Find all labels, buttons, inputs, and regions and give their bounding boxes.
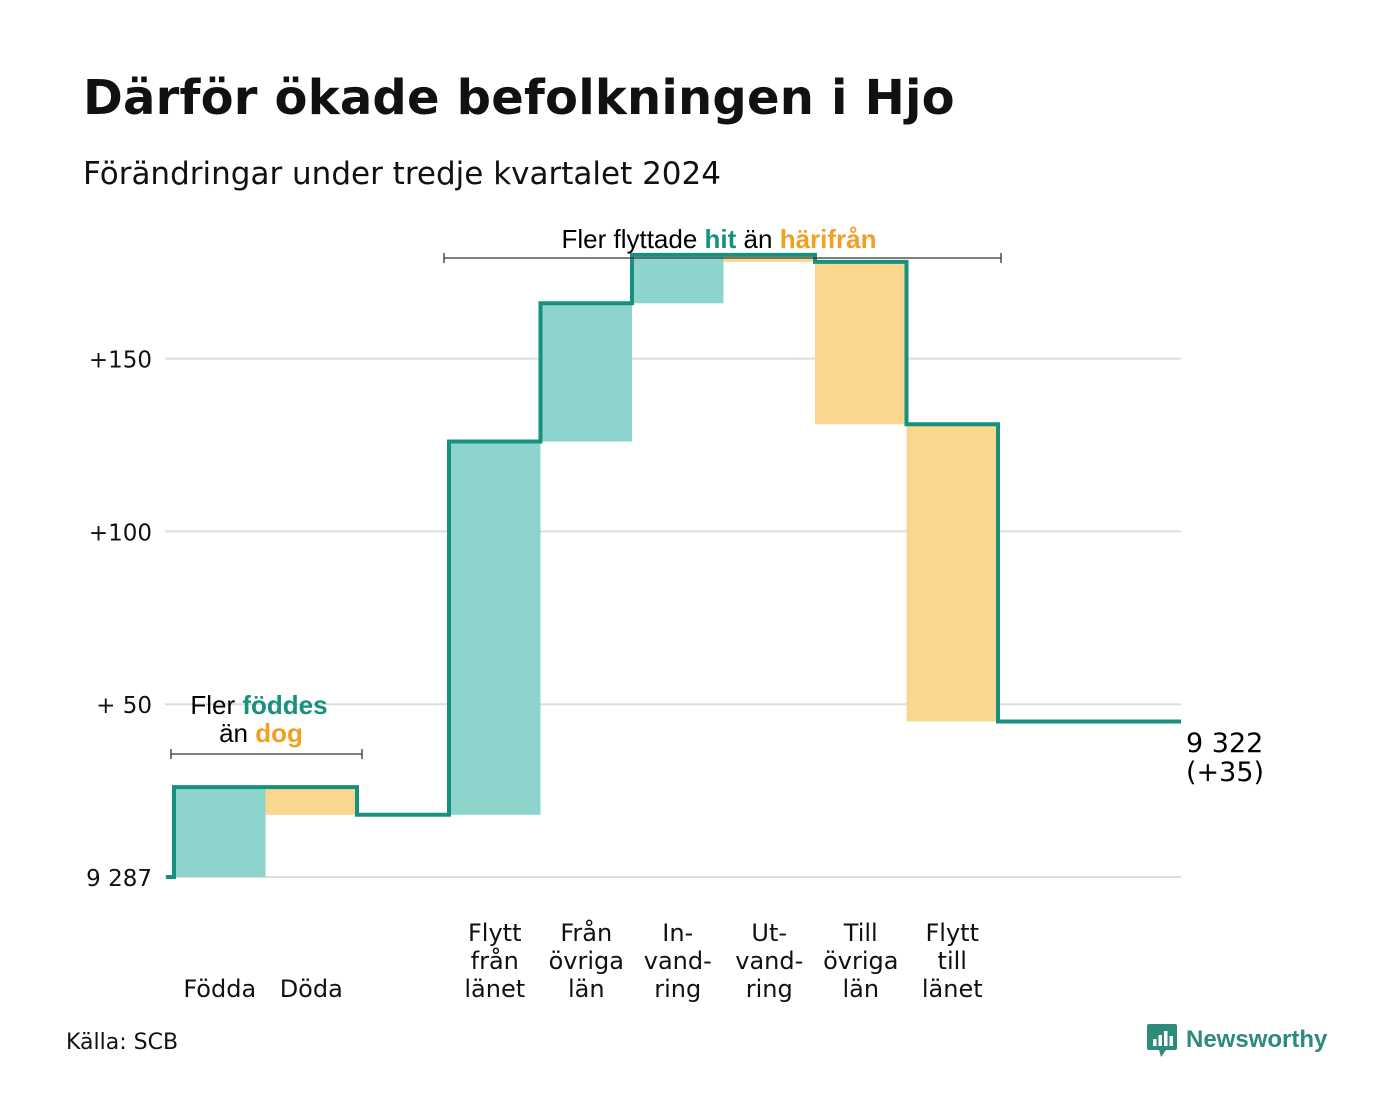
newsworthy-logo-text: Newsworthy	[1186, 1026, 1328, 1053]
bar-increase	[540, 303, 632, 442]
bar-increase	[174, 787, 266, 877]
x-tick-label-line: från	[471, 946, 519, 975]
y-tick-label: +150	[89, 348, 152, 374]
births-annotation-highlight: föddes	[242, 690, 327, 720]
grid-lines	[165, 357, 1181, 878]
moves-annotation-hit: hit	[705, 224, 737, 254]
x-tick-label: Flytt från länet	[464, 919, 525, 1003]
x-tick-label: Till övriga län	[823, 919, 898, 1003]
x-tick-label-line: Från	[560, 918, 612, 947]
x-tick-label-line: Ut-	[751, 919, 787, 947]
moves-annotation: Fler flyttade hit än härifrån	[443, 224, 1002, 263]
bar-increase	[632, 254, 724, 304]
deaths-annotation-highlight: dog	[255, 718, 303, 748]
bar-decrease	[815, 261, 907, 425]
newsworthy-logo-icon	[1147, 1024, 1177, 1057]
x-tick-label: Från övriga län	[549, 918, 624, 1003]
moves-annotation-harifran: härifrån	[780, 224, 877, 254]
x-tick-label-line: till	[938, 947, 967, 975]
x-tick-label-line: Till	[843, 919, 878, 947]
x-tick-label-line: Födda	[183, 975, 256, 1003]
x-tick-label: Ut-vand-ring	[735, 919, 803, 1003]
x-tick-label-line: Flytt	[926, 919, 980, 947]
x-tick-label-line: ring	[746, 975, 793, 1003]
chart-title: Därför ökade befolkningen i Hjo	[83, 70, 955, 126]
x-tick-label-line: In-	[662, 919, 693, 947]
x-tick-label: In-vand-ring	[644, 919, 712, 1003]
deaths-annotation-prefix: än	[219, 718, 255, 748]
bar-decrease	[265, 787, 357, 815]
x-tick-label: Födda	[183, 975, 256, 1003]
births-annotation-prefix: Fler	[190, 690, 242, 720]
x-tick-label-line: vand-	[735, 947, 803, 975]
moves-annotation-middle: än	[736, 224, 779, 254]
svg-text:Fler flyttade hit än härifrån: Fler flyttade hit än härifrån	[561, 224, 876, 254]
y-tick-labels: 9 287 + 50 +100 +150	[86, 348, 152, 892]
x-tick-label-line: länet	[464, 975, 525, 1003]
end-total-label: 9 322	[1186, 728, 1263, 759]
x-tick-label-line: övriga	[823, 947, 898, 975]
newsworthy-logo[interactable]: Newsworthy	[1146, 1022, 1327, 1058]
x-tick-label-line: ring	[654, 975, 701, 1003]
end-change-label: (+35)	[1186, 757, 1264, 788]
bar-group	[174, 254, 998, 877]
svg-text:Fler föddes: Fler föddes	[190, 690, 327, 720]
x-tick-label: Döda	[280, 975, 343, 1003]
moves-bracket	[443, 253, 1002, 263]
x-tick-label-line: län	[842, 975, 879, 1003]
y-tick-label: + 50	[96, 693, 152, 719]
x-tick-label-line: Döda	[280, 975, 343, 1003]
x-tick-label: Flytt till länet	[922, 919, 983, 1003]
x-tick-label-line: Flytt	[468, 919, 522, 947]
bar-increase	[449, 441, 541, 815]
births-bracket	[170, 749, 363, 759]
source-note: Källa: SCB	[66, 1030, 179, 1055]
cumulative-step-line	[166, 252, 1181, 879]
x-tick-label-line: vand-	[644, 947, 712, 975]
moves-annotation-prefix: Fler flyttade	[561, 224, 704, 254]
y-tick-label: 9 287	[86, 866, 152, 892]
chart-subtitle: Förändringar under tredje kvartalet 2024	[83, 156, 721, 192]
y-tick-label: +100	[89, 520, 152, 546]
x-tick-label-line: övriga	[549, 947, 624, 975]
x-tick-label-line: länet	[922, 975, 983, 1003]
svg-text:än dog: än dog	[219, 718, 303, 748]
bar-decrease	[906, 424, 998, 722]
x-tick-label-line: län	[568, 975, 605, 1003]
births-annotation: Fler föddes än dog	[170, 690, 363, 759]
